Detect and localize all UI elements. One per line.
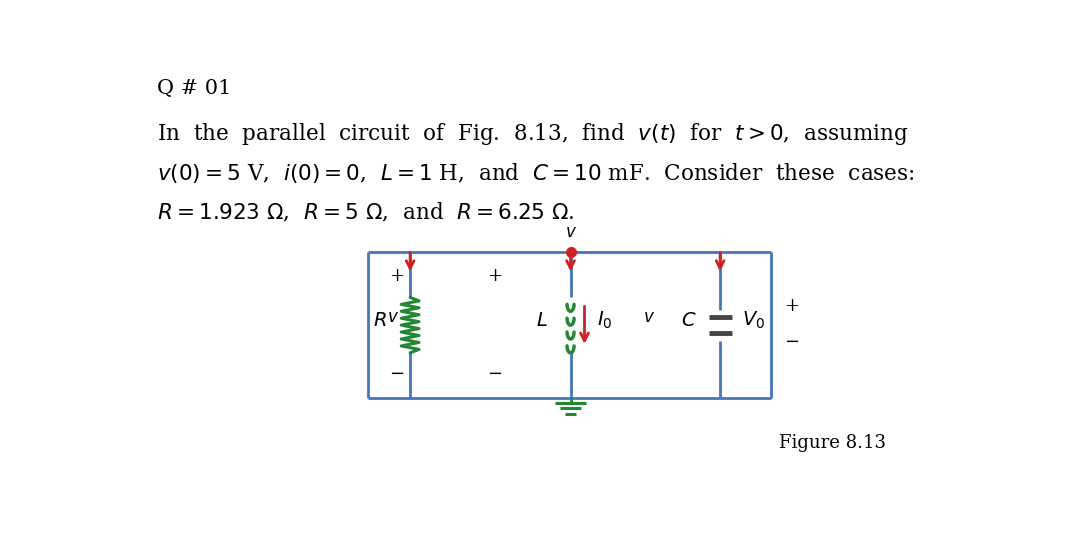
Text: −: − <box>487 365 502 383</box>
Text: −: − <box>784 333 799 351</box>
Text: $v(0) = 5$ V,  $i(0) = 0$,  $L = 1$ H,  and  $C = 10$ mF.  Consider  these  case: $v(0) = 5$ V, $i(0) = 0$, $L = 1$ H, and… <box>157 161 915 185</box>
Text: $v$: $v$ <box>565 224 577 241</box>
Text: $C$: $C$ <box>681 311 697 329</box>
Text: +: + <box>487 267 502 286</box>
Text: +: + <box>389 267 404 286</box>
Text: +: + <box>784 297 799 315</box>
Text: $v$: $v$ <box>644 309 656 326</box>
Text: $v$: $v$ <box>387 309 399 326</box>
Text: Figure 8.13: Figure 8.13 <box>779 434 886 452</box>
Text: $V_0$: $V_0$ <box>742 310 765 331</box>
Text: $L$: $L$ <box>536 311 548 329</box>
Text: −: − <box>389 365 404 383</box>
Text: In  the  parallel  circuit  of  Fig.  8.13,  find  $v(t)$  for  $t > 0$,  assumi: In the parallel circuit of Fig. 8.13, fi… <box>157 121 908 147</box>
Text: Q # 01: Q # 01 <box>157 79 231 98</box>
Text: $I_0$: $I_0$ <box>597 310 612 331</box>
Text: $R = 1.923\ \Omega$,  $R = 5\ \Omega$,  and  $R = 6.25\ \Omega$.: $R = 1.923\ \Omega$, $R = 5\ \Omega$, an… <box>157 201 575 224</box>
Text: $R$: $R$ <box>374 311 387 329</box>
